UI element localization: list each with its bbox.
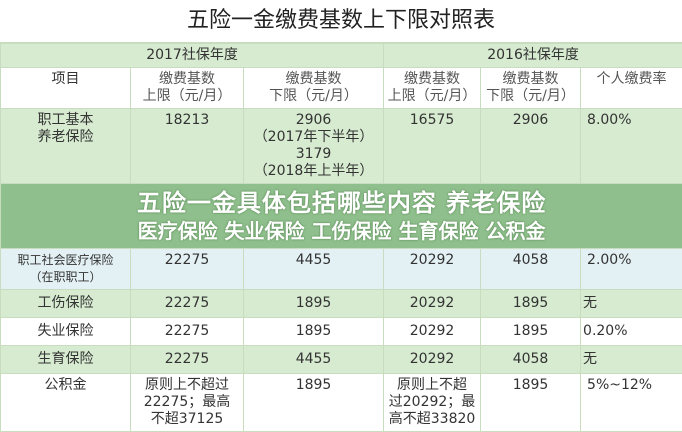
table-cell: 4058 [481, 249, 581, 290]
table-title: 五险一金缴费基数上下限对照表 [0, 0, 682, 43]
row-label: 生育保险 [1, 346, 131, 374]
row-label: 公积金 [1, 374, 131, 432]
table-cell: 16575 [384, 109, 481, 184]
table-cell: 20292 [384, 318, 481, 346]
table-cell: 4455 [244, 249, 384, 290]
table-cell: 无 [581, 346, 682, 374]
table-cell: 22275 [131, 249, 244, 290]
table-cell: 20292 [384, 290, 481, 318]
row-label: 职工基本 养老保险 [1, 109, 131, 184]
table-cell: 22275 [131, 346, 244, 374]
year-header-row: 2017社保年度 2016社保年度 [1, 44, 682, 68]
column-header: 缴费基数 上限（元/月） [384, 68, 481, 109]
table-cell: 22275 [131, 318, 244, 346]
row-label: 工伤保险 [1, 290, 131, 318]
row-label: 职工社会医疗保险 （在职职工） [1, 249, 131, 290]
table-cell: 无 [581, 290, 682, 318]
table-cell: 原则上不超过 22275；最高 不超37125 [131, 374, 244, 432]
table-cell: 1895 [481, 318, 581, 346]
column-header: 缴费基数 下限（元/月） [244, 68, 384, 109]
overlay-caption: 五险一金具体包括哪些内容 养老保险医疗保险 失业保险 工伤保险 生育保险 公积金 [1, 184, 682, 249]
table-cell: 4455 [244, 346, 384, 374]
table-cell: 1895 [244, 318, 384, 346]
table-cell: 2906 （2017年下半年） 3179 （2018年上半年） [244, 109, 384, 184]
table-cell: 18213 [131, 109, 244, 184]
column-header: 个人缴费率 [581, 68, 682, 109]
table-cell: 2.00% [581, 249, 682, 290]
table-cell: 8.00% [581, 109, 682, 184]
table-cell: 1895 [481, 290, 581, 318]
table-cell: 22275 [131, 290, 244, 318]
column-header: 项目 [1, 68, 131, 109]
overlay-band: 五险一金具体包括哪些内容 养老保险医疗保险 失业保险 工伤保险 生育保险 公积金 [1, 184, 682, 249]
table-cell: 1895 [244, 374, 384, 432]
column-header: 缴费基数 上限（元/月） [131, 68, 244, 109]
table-cell: 20292 [384, 346, 481, 374]
table-cell: 1895 [244, 290, 384, 318]
year-header-2016: 2016社保年度 [384, 44, 682, 68]
overlay-caption-line1: 五险一金具体包括哪些内容 养老保险 [3, 188, 680, 218]
table-cell: 原则上不超 过20292；最 高不超33820 [384, 374, 481, 432]
overlay-caption-line2: 医疗保险 失业保险 工伤保险 生育保险 公积金 [3, 218, 680, 244]
row-label: 失业保险 [1, 318, 131, 346]
column-header-row: 项目缴费基数 上限（元/月）缴费基数 下限（元/月）缴费基数 上限（元/月）缴费… [1, 68, 682, 109]
table-cell: 20292 [384, 249, 481, 290]
table-cell: 2906 [481, 109, 581, 184]
table-cell: 4058 [481, 346, 581, 374]
column-header: 缴费基数 下限（元/月） [481, 68, 581, 109]
insurance-table: 2017社保年度 2016社保年度 项目缴费基数 上限（元/月）缴费基数 下限（… [0, 43, 682, 432]
year-header-2017: 2017社保年度 [1, 44, 384, 68]
table-cell: 5%~12% [581, 374, 682, 432]
table-cell: 0.20% [581, 318, 682, 346]
table-cell: 1895 [481, 374, 581, 432]
